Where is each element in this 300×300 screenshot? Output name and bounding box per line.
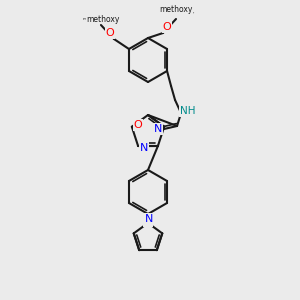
- Text: methoxy: methoxy: [86, 14, 120, 23]
- Text: O: O: [163, 22, 171, 32]
- Text: methoxy: methoxy: [159, 5, 193, 14]
- Text: O: O: [134, 120, 142, 130]
- Text: O: O: [153, 124, 161, 134]
- Text: NH: NH: [180, 106, 196, 116]
- Text: methoxy_r: methoxy_r: [173, 11, 195, 15]
- Text: N: N: [154, 124, 162, 134]
- Text: methoxy_l: methoxy_l: [82, 17, 104, 21]
- Text: N: N: [140, 143, 148, 153]
- Text: N: N: [144, 216, 152, 226]
- Text: N: N: [145, 214, 153, 224]
- Text: O: O: [106, 28, 114, 38]
